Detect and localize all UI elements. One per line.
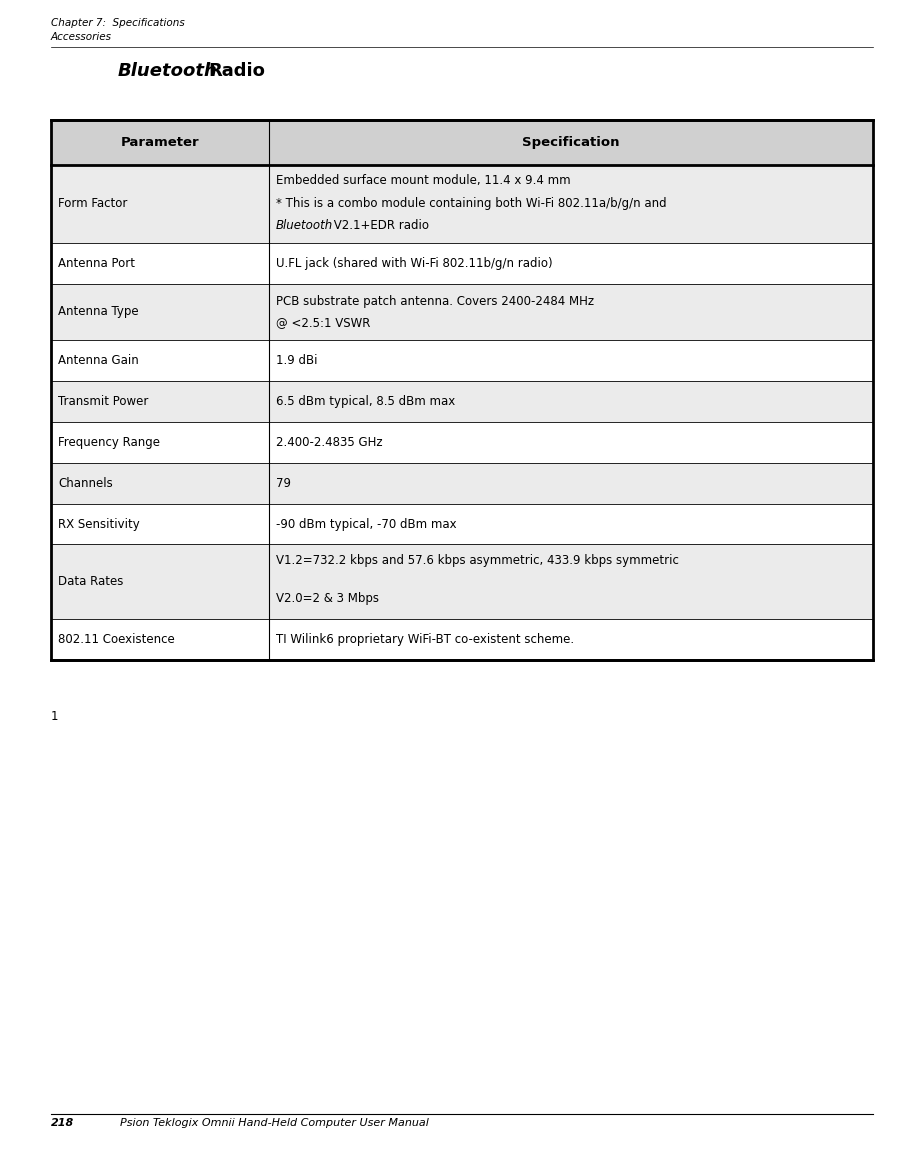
Text: Transmit Power: Transmit Power (58, 395, 149, 408)
Text: Frequency Range: Frequency Range (58, 436, 160, 449)
Text: Psion Teklogix Omnii Hand-Held Computer User Manual: Psion Teklogix Omnii Hand-Held Computer … (120, 1118, 429, 1128)
Bar (51, 165, 873, 243)
Bar (51, 503, 873, 545)
Bar (51, 381, 873, 422)
Text: 1: 1 (51, 710, 58, 723)
Bar (51, 120, 873, 165)
Bar (51, 545, 873, 619)
Text: 2.400-2.4835 GHz: 2.400-2.4835 GHz (276, 436, 383, 449)
Text: Antenna Port: Antenna Port (58, 257, 135, 270)
Text: @ <2.5:1 VSWR: @ <2.5:1 VSWR (276, 316, 371, 330)
Bar (51, 422, 873, 462)
Text: Channels: Channels (58, 476, 113, 489)
Text: Radio: Radio (208, 62, 265, 80)
Text: Parameter: Parameter (121, 136, 200, 149)
Text: Bluetooth: Bluetooth (118, 62, 218, 80)
Text: Antenna Type: Antenna Type (58, 306, 139, 318)
Text: Chapter 7:  Specifications: Chapter 7: Specifications (51, 17, 185, 28)
Text: Accessories: Accessories (51, 33, 112, 42)
Text: V2.0=2 & 3 Mbps: V2.0=2 & 3 Mbps (276, 591, 379, 604)
Text: -90 dBm typical, -70 dBm max: -90 dBm typical, -70 dBm max (276, 517, 456, 531)
Text: 218: 218 (51, 1118, 74, 1128)
Text: TI Wilink6 proprietary WiFi-BT co-existent scheme.: TI Wilink6 proprietary WiFi-BT co-existe… (276, 633, 574, 646)
Bar (51, 284, 873, 339)
Text: Antenna Gain: Antenna Gain (58, 353, 139, 367)
Text: V1.2=732.2 kbps and 57.6 kbps asymmetric, 433.9 kbps symmetric: V1.2=732.2 kbps and 57.6 kbps asymmetric… (276, 554, 679, 567)
Bar (51, 243, 873, 284)
Text: 79: 79 (276, 476, 291, 489)
Text: Form Factor: Form Factor (58, 198, 128, 210)
Text: 1.9 dBi: 1.9 dBi (276, 353, 317, 367)
Text: PCB substrate patch antenna. Covers 2400-2484 MHz: PCB substrate patch antenna. Covers 2400… (276, 295, 594, 308)
Text: Embedded surface mount module, 11.4 x 9.4 mm: Embedded surface mount module, 11.4 x 9.… (276, 174, 570, 187)
Bar (51, 120, 873, 660)
Text: * This is a combo module containing both Wi-Fi 802.11a/b/g/n and: * This is a combo module containing both… (276, 198, 666, 210)
Text: V2.1+EDR radio: V2.1+EDR radio (330, 220, 429, 232)
Bar (51, 462, 873, 503)
Text: Data Rates: Data Rates (58, 575, 124, 588)
Text: U.FL jack (shared with Wi-Fi 802.11b/g/n radio): U.FL jack (shared with Wi-Fi 802.11b/g/n… (276, 257, 553, 270)
Text: Specification: Specification (522, 136, 620, 149)
Bar (51, 339, 873, 381)
Bar (51, 619, 873, 660)
Text: RX Sensitivity: RX Sensitivity (58, 517, 140, 531)
Text: 6.5 dBm typical, 8.5 dBm max: 6.5 dBm typical, 8.5 dBm max (276, 395, 456, 408)
Text: 802.11 Coexistence: 802.11 Coexistence (58, 633, 175, 646)
Text: Bluetooth: Bluetooth (276, 220, 333, 232)
